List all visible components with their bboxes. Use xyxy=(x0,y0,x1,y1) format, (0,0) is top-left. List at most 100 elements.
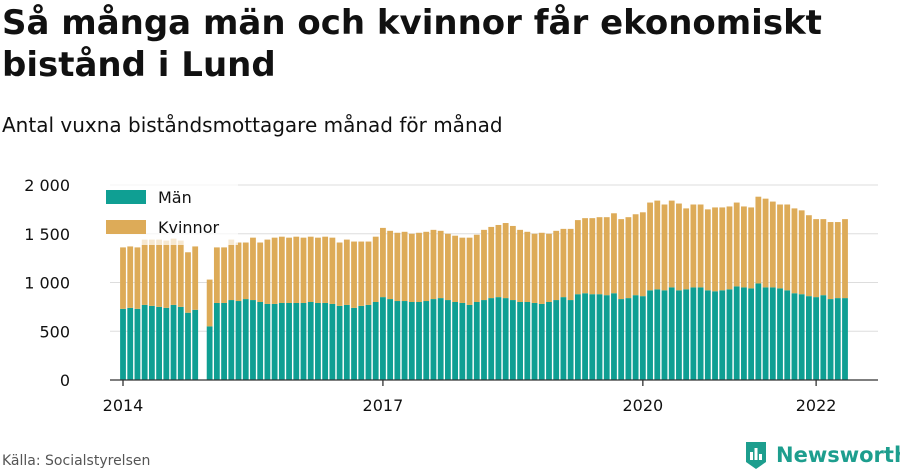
bar-men xyxy=(726,289,733,380)
bar-men xyxy=(546,302,552,380)
bar-women xyxy=(242,242,249,300)
bar-men xyxy=(271,303,278,380)
bar-men xyxy=(639,296,646,380)
bar-women xyxy=(697,204,704,288)
bar-women xyxy=(777,204,783,289)
bar-men xyxy=(509,300,516,380)
bar-men xyxy=(315,302,321,380)
bar-women xyxy=(806,215,812,297)
bar-men xyxy=(148,305,155,380)
bar-women xyxy=(769,201,776,288)
bar-women xyxy=(589,218,596,295)
bar-women xyxy=(690,204,697,288)
legend-swatch-women xyxy=(106,220,146,234)
bar-men xyxy=(134,308,141,380)
bar-women xyxy=(264,239,271,304)
bar-men xyxy=(365,304,372,380)
bar-men xyxy=(625,298,632,380)
bar-women xyxy=(127,246,134,308)
legend-label-women: Kvinnor xyxy=(158,218,219,237)
bar-men xyxy=(343,304,350,380)
bar-women xyxy=(647,202,653,291)
bar-women xyxy=(603,217,610,296)
bar-men xyxy=(437,298,444,380)
bar-women xyxy=(206,279,213,327)
bar-men xyxy=(185,312,191,380)
bar-women xyxy=(553,230,560,301)
bar-women xyxy=(163,240,170,308)
bar-women xyxy=(791,208,798,294)
bar-women xyxy=(408,233,415,302)
legend-swatch-men xyxy=(106,190,146,204)
bar-women xyxy=(733,202,740,287)
bar-women xyxy=(762,198,769,288)
bar-women xyxy=(502,223,509,299)
bar-women xyxy=(827,222,834,300)
bar-women xyxy=(820,219,827,296)
y-tick-label: 0 xyxy=(60,371,70,390)
bar-men xyxy=(257,302,264,380)
bar-women xyxy=(141,239,148,305)
bar-women xyxy=(748,207,755,289)
bar-women xyxy=(459,237,466,303)
source-note: Källa: Socialstyrelsen xyxy=(2,453,151,469)
bar-men xyxy=(206,326,213,380)
bar-men xyxy=(842,298,848,380)
bar-men xyxy=(589,294,596,380)
newsworthy-logo-icon xyxy=(746,442,766,469)
bar-men xyxy=(387,299,394,380)
bar-women xyxy=(567,228,574,301)
bar-men xyxy=(423,301,430,380)
bar-men xyxy=(661,290,668,380)
bar-men xyxy=(235,301,242,380)
bar-men xyxy=(582,293,588,380)
bar-men xyxy=(618,299,625,380)
bar-men xyxy=(481,300,487,380)
bar-men xyxy=(668,287,675,380)
bar-women xyxy=(423,231,430,302)
bar-women xyxy=(668,200,675,288)
bar-men xyxy=(733,286,740,380)
bar-men xyxy=(445,300,451,380)
bar-women xyxy=(437,230,444,299)
brand-logo: Newsworthy xyxy=(744,440,900,470)
bar-men xyxy=(719,290,726,380)
bar-men xyxy=(430,299,437,380)
bar-women xyxy=(213,247,220,303)
bar-women xyxy=(257,242,264,302)
chart-subtitle: Antal vuxna biståndsmottagare månad för … xyxy=(2,113,503,137)
bar-men xyxy=(416,302,422,380)
bar-men xyxy=(806,296,812,380)
bar-men xyxy=(213,302,220,380)
bar-men xyxy=(769,287,776,380)
bar-men xyxy=(538,303,545,380)
bar-women xyxy=(300,237,307,303)
bar-men xyxy=(697,287,704,380)
bar-women xyxy=(177,240,184,307)
bar-women xyxy=(315,237,321,303)
bar-women xyxy=(235,242,242,302)
bar-women xyxy=(618,219,625,300)
bar-women xyxy=(654,200,661,290)
bar-men xyxy=(741,287,747,380)
bar-women xyxy=(481,229,487,301)
bar-men xyxy=(791,293,798,380)
bar-women xyxy=(228,239,235,301)
bar-men xyxy=(170,304,177,380)
bar-men xyxy=(278,302,285,380)
bar-men xyxy=(784,290,791,380)
bar-men xyxy=(466,304,473,380)
bar-men xyxy=(336,305,343,380)
bar-men xyxy=(755,283,762,380)
bar-women xyxy=(632,214,639,296)
bar-women xyxy=(394,232,401,302)
bar-women xyxy=(192,246,199,310)
bar-women xyxy=(509,225,516,301)
bar-women xyxy=(286,237,292,303)
x-axis: 2014 2017 2020 2022 xyxy=(103,379,878,415)
bar-women xyxy=(372,236,379,302)
bar-men xyxy=(560,297,567,380)
bar-women xyxy=(488,226,495,299)
bar-men xyxy=(611,293,617,380)
bar-women xyxy=(842,219,848,299)
